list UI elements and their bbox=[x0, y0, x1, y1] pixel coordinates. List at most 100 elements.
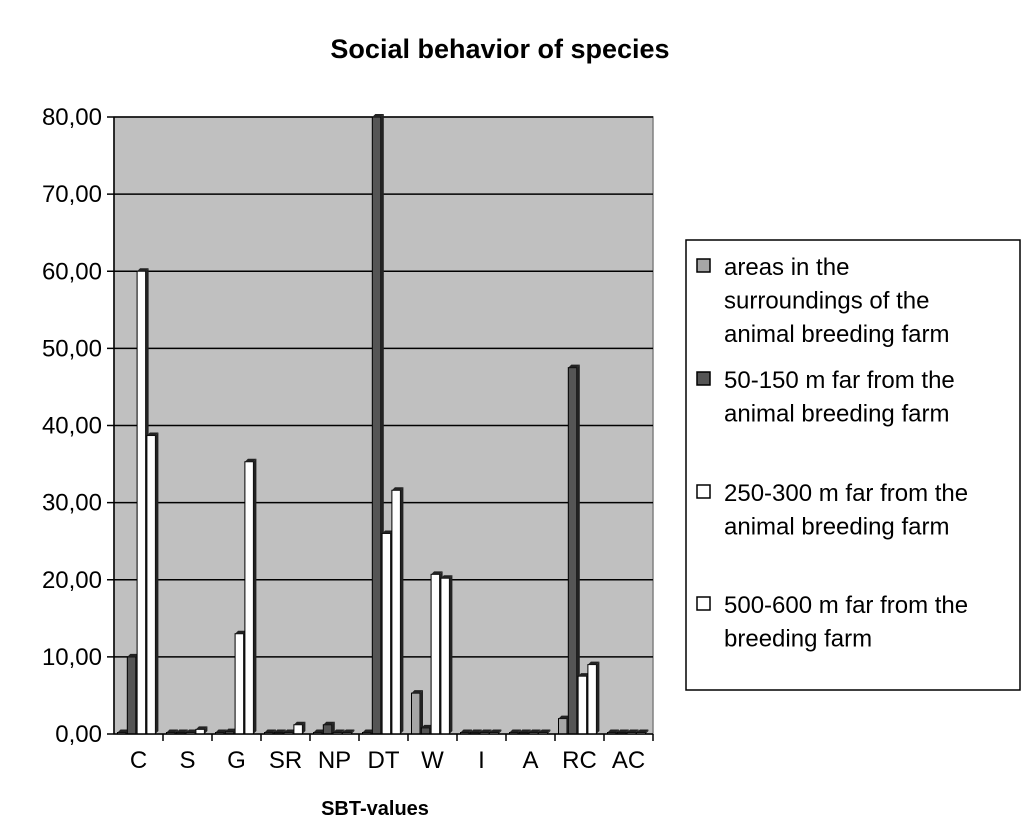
bar bbox=[587, 661, 600, 735]
bar-side bbox=[469, 729, 472, 734]
bar-top bbox=[186, 729, 198, 733]
bar-side bbox=[253, 458, 257, 734]
legend-label: 250-300 m far from the bbox=[724, 480, 968, 507]
bar-side bbox=[155, 432, 159, 734]
x-tick-label: A bbox=[522, 747, 538, 774]
bar-top bbox=[382, 530, 394, 534]
x-tick-label: NP bbox=[318, 747, 351, 774]
bar-face bbox=[558, 718, 568, 735]
legend-label: areas in the bbox=[724, 254, 849, 281]
bar-top bbox=[470, 729, 482, 733]
legend-swatch bbox=[696, 258, 711, 273]
bar-top bbox=[244, 458, 257, 462]
bar-side bbox=[537, 729, 541, 734]
bar-top bbox=[117, 729, 129, 733]
bar-side bbox=[518, 729, 521, 734]
bar-top bbox=[274, 729, 286, 733]
bar-top bbox=[146, 432, 159, 436]
bar-top bbox=[225, 728, 237, 732]
bar-side bbox=[478, 729, 482, 734]
bar-top bbox=[235, 630, 247, 634]
bar bbox=[440, 575, 453, 735]
y-tick-label: 50,00 bbox=[42, 335, 102, 362]
legend-label: animal breeding farm bbox=[724, 514, 949, 541]
legend: areas in the surroundings of the animal br… bbox=[685, 239, 1021, 691]
bar bbox=[195, 726, 208, 735]
bar-face bbox=[577, 675, 588, 735]
bar-top bbox=[293, 721, 306, 725]
bar-side bbox=[400, 487, 404, 734]
bar bbox=[146, 432, 159, 735]
x-tick-label: I bbox=[478, 747, 485, 774]
legend-swatch bbox=[696, 371, 711, 386]
bar-side bbox=[273, 729, 276, 734]
x-tick-label: S bbox=[179, 747, 195, 774]
bar-top bbox=[617, 729, 629, 733]
bar-top bbox=[264, 729, 276, 733]
bar-face bbox=[391, 489, 401, 735]
bar-side bbox=[576, 364, 580, 734]
bar-side bbox=[282, 729, 286, 734]
bar-top bbox=[176, 729, 188, 733]
bar-face bbox=[371, 116, 382, 735]
bar bbox=[391, 487, 404, 735]
bar-side bbox=[184, 729, 188, 734]
bar-side bbox=[449, 575, 453, 734]
bar-face bbox=[293, 724, 303, 735]
bar-top bbox=[440, 575, 453, 579]
bar-top bbox=[636, 729, 649, 733]
x-tick-label: AC bbox=[612, 747, 645, 774]
bar-side bbox=[331, 721, 335, 734]
bar-side bbox=[547, 729, 551, 734]
y-tick-label: 0,00 bbox=[55, 721, 102, 748]
bar-side bbox=[635, 729, 639, 734]
legend-entry: areas in the surroundings of the animal br… bbox=[696, 254, 949, 348]
x-axis: C S G SR NP DT W I A RC AC bbox=[114, 733, 654, 774]
bar-top bbox=[607, 729, 619, 733]
legend-label: animal breeding farm bbox=[724, 401, 949, 428]
bar bbox=[244, 458, 257, 735]
bar-top bbox=[627, 729, 639, 733]
y-tick-label: 10,00 bbox=[42, 644, 102, 671]
legend-swatch bbox=[696, 596, 711, 611]
y-tick-label: 60,00 bbox=[42, 258, 102, 285]
bar-top bbox=[529, 729, 541, 733]
legend-label: 50-150 m far from the bbox=[724, 367, 955, 394]
bar-top bbox=[558, 715, 570, 719]
bar-face bbox=[146, 435, 156, 735]
bar-face bbox=[234, 633, 245, 735]
bar-top bbox=[372, 114, 384, 117]
y-tick-label: 80,00 bbox=[42, 104, 102, 131]
bar-side bbox=[596, 661, 600, 734]
bar-top bbox=[333, 729, 345, 733]
bar-top bbox=[137, 268, 149, 272]
bar-top bbox=[362, 729, 374, 733]
legend-entry: 250-300 m far from the animal breeding fa… bbox=[696, 480, 968, 541]
bar-face bbox=[440, 577, 450, 735]
bar-side bbox=[527, 729, 531, 734]
bar-face bbox=[126, 656, 137, 735]
y-tick-label: 30,00 bbox=[42, 490, 102, 517]
bar-top bbox=[421, 724, 433, 728]
x-tick-label: SR bbox=[269, 747, 302, 774]
bar-side bbox=[420, 690, 423, 734]
bar-top bbox=[489, 729, 502, 733]
bar-side bbox=[341, 729, 345, 734]
bar-top bbox=[215, 729, 227, 733]
bar-top bbox=[313, 729, 325, 733]
bar-face bbox=[381, 532, 392, 735]
bar-top bbox=[195, 726, 208, 730]
bar-top bbox=[578, 673, 590, 677]
bar-side bbox=[488, 729, 492, 734]
x-tick-label: RC bbox=[562, 747, 597, 774]
bar-side bbox=[616, 729, 619, 734]
legend-entry: 50-150 m far from the animal breeding far… bbox=[696, 367, 955, 428]
bar-side bbox=[625, 729, 629, 734]
legend-label: breeding farm bbox=[724, 626, 872, 653]
bar-top bbox=[568, 364, 580, 368]
bar-face bbox=[322, 724, 333, 735]
bar-face bbox=[411, 692, 421, 735]
legend-box bbox=[685, 239, 1021, 691]
bar-side bbox=[498, 729, 502, 734]
